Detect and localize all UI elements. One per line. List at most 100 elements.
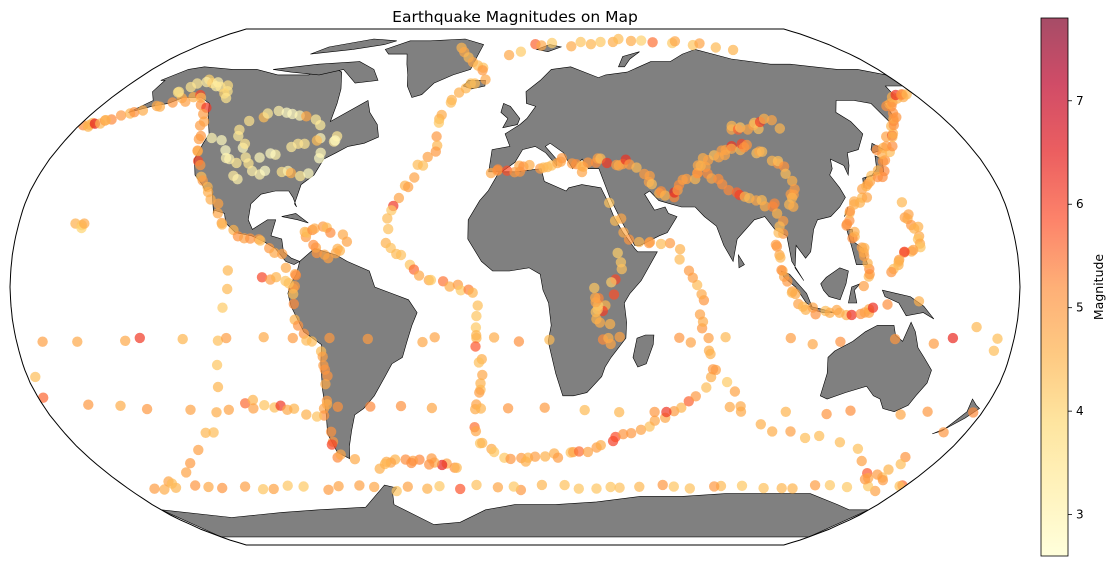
earthquake-point	[612, 247, 623, 259]
land-borneo	[820, 267, 849, 301]
earthquake-point	[647, 37, 658, 48]
earthquake-point	[594, 317, 606, 328]
earthquake-point	[834, 437, 846, 448]
earthquake-point	[582, 446, 594, 458]
earthquake-point	[556, 153, 568, 164]
earthquake-point	[882, 299, 893, 310]
earthquake-point	[223, 404, 234, 415]
earthquake-point	[412, 159, 423, 170]
earthquake-point	[317, 351, 328, 362]
earthquake-point	[395, 400, 407, 412]
earthquake-point	[776, 483, 787, 494]
earthquake-point	[502, 403, 514, 414]
earthquake-point	[149, 483, 160, 494]
earthquake-point	[181, 467, 192, 478]
earthquake-point	[205, 194, 216, 205]
earthquake-point	[311, 135, 323, 146]
earthquake-point	[809, 480, 821, 491]
earthquake-point	[240, 152, 251, 163]
earthquake-point	[649, 406, 660, 418]
earthquake-point	[471, 332, 482, 344]
land-madagascar	[632, 334, 655, 368]
earthquake-point	[239, 138, 251, 149]
earthquake-point	[262, 108, 273, 119]
earthquake-point	[723, 185, 734, 196]
earthquake-point	[445, 97, 457, 108]
earthquake-point	[383, 223, 394, 235]
earthquake-point	[729, 386, 741, 397]
earthquake-point	[326, 439, 338, 450]
earthquake-point	[277, 248, 288, 260]
earthquake-point	[601, 157, 613, 169]
earthquake-point	[947, 332, 959, 344]
earthquake-point	[694, 38, 705, 49]
earthquake-point	[425, 274, 437, 286]
earthquake-point	[270, 272, 282, 283]
earthquake-point	[393, 192, 405, 204]
chart-title: Earthquake Magnitudes on Map	[392, 8, 638, 26]
earthquake-point	[208, 427, 219, 438]
earthquake-point	[755, 419, 766, 430]
earthquake-point	[835, 336, 846, 347]
earthquake-point	[129, 107, 140, 118]
earthquake-point	[618, 227, 629, 238]
earthquake-point	[886, 266, 897, 278]
earthquake-point	[100, 114, 112, 126]
earthquake-point	[362, 333, 373, 345]
earthquake-point	[895, 409, 906, 420]
earthquake-point	[618, 429, 629, 440]
earthquake-point	[212, 381, 224, 393]
earthquake-point	[524, 159, 535, 171]
earthquake-point	[213, 198, 224, 209]
earthquake-point	[488, 446, 500, 458]
earthquake-point	[625, 35, 637, 47]
earthquake-point	[787, 483, 798, 494]
earthquake-point	[856, 455, 867, 467]
earthquake-point	[258, 332, 269, 343]
earthquake-point	[659, 190, 671, 201]
earthquake-point	[212, 208, 223, 219]
earthquake-point	[193, 444, 204, 456]
earthquake-point	[247, 394, 259, 406]
earthquake-point	[775, 252, 786, 263]
earthquake-point	[417, 336, 428, 348]
earthquake-point	[861, 192, 873, 203]
earthquake-point	[177, 333, 188, 345]
earthquake-point	[409, 172, 420, 183]
earthquake-point	[286, 141, 297, 153]
earthquake-point	[646, 179, 657, 190]
earthquake-point	[268, 483, 279, 495]
earthquake-point	[883, 464, 894, 475]
earthquake-point	[471, 479, 482, 491]
earthquake-point	[595, 36, 606, 48]
colorbar-tick-label: 5	[1076, 301, 1084, 315]
earthquake-point	[613, 33, 624, 45]
earthquake-point	[664, 238, 676, 249]
earthquake-point	[539, 402, 550, 413]
earthquake-point	[841, 481, 853, 493]
earthquake-point	[232, 174, 243, 185]
earthquake-point	[211, 407, 222, 418]
earthquake-point	[720, 332, 731, 343]
earthquake-point	[444, 281, 455, 292]
earthquake-point	[475, 403, 487, 414]
earthquake-point	[395, 249, 407, 261]
earthquake-point	[280, 262, 292, 273]
earthquake-point	[354, 480, 365, 491]
earthquake-point	[780, 406, 791, 417]
earthquake-point	[735, 406, 747, 417]
earthquake-point	[231, 157, 242, 169]
earthquake-point	[467, 287, 478, 298]
earthquake-point	[758, 482, 769, 494]
earthquake-point	[591, 483, 602, 494]
earthquake-point	[470, 322, 482, 333]
earthquake-point	[37, 336, 48, 347]
earthquake-point	[248, 403, 259, 414]
colorbar-tick-label: 6	[1076, 197, 1084, 211]
earthquake-point	[480, 74, 491, 85]
earthquake-point	[333, 481, 344, 492]
earthquake-point	[674, 254, 685, 265]
earthquake-point	[402, 481, 413, 492]
earthquake-point	[604, 318, 616, 330]
earthquake-point	[269, 247, 280, 258]
